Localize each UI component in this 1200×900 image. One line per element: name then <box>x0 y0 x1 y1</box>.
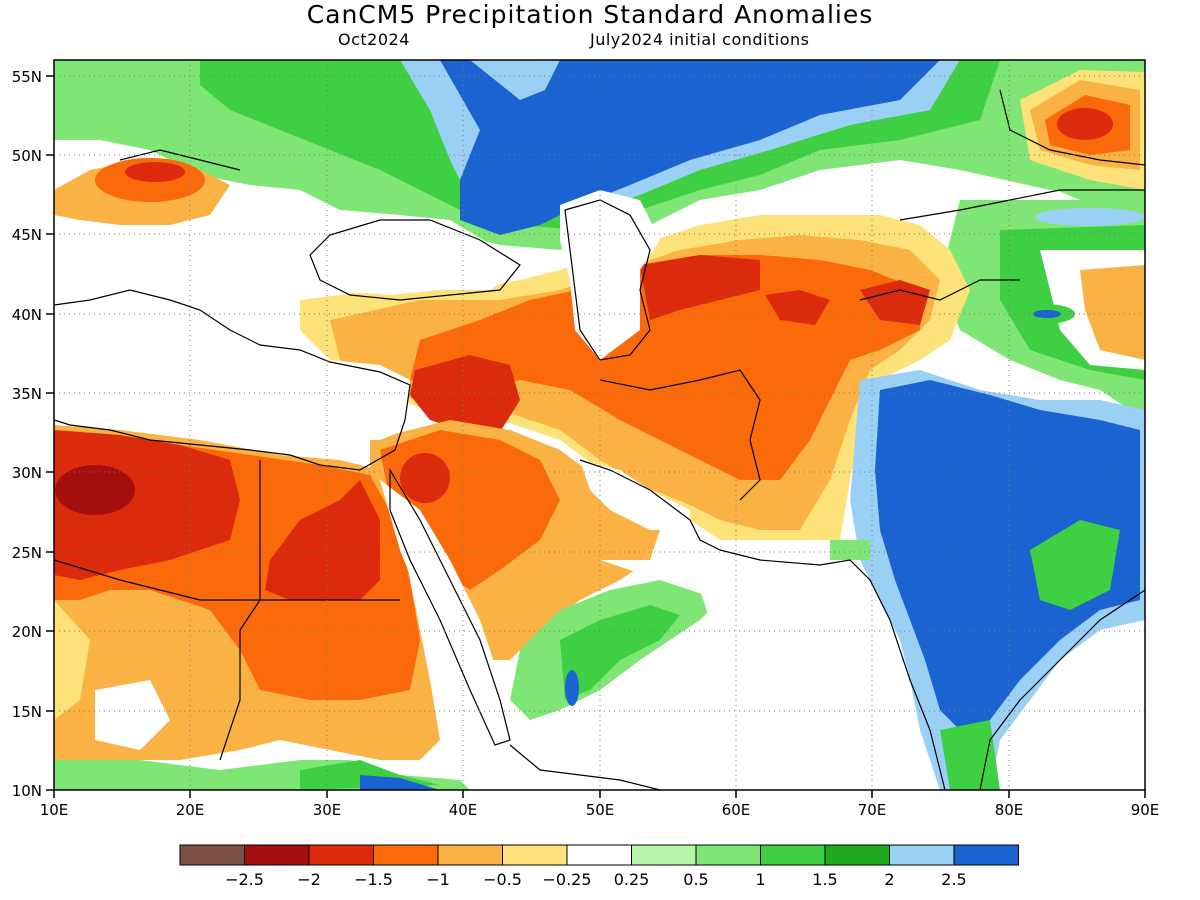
grid-lines <box>54 60 1145 790</box>
colorbar-swatch <box>695 844 761 866</box>
initial-conditions: July2024 initial conditions <box>590 30 810 49</box>
lon-label: 90E <box>1131 801 1160 819</box>
colorbar-swatch <box>437 844 503 866</box>
colorbar-swatch <box>244 844 310 866</box>
coastlines <box>54 89 1145 790</box>
colorbar-swatch <box>953 844 1019 866</box>
colorbar-swatch <box>824 844 890 866</box>
colorbar-label: 0.25 <box>614 870 650 889</box>
colorbar-label: 1.5 <box>812 870 837 889</box>
colorbar-label: −0.5 <box>483 870 522 889</box>
lat-label: 55N <box>12 68 42 86</box>
colorbar-label: 2.5 <box>941 870 966 889</box>
lon-label: 60E <box>722 801 751 819</box>
colorbar-label: 0.5 <box>683 870 708 889</box>
lon-label: 70E <box>858 801 887 819</box>
colorbar-swatch <box>631 844 697 866</box>
colorbar-swatch <box>566 844 632 866</box>
colorbar-swatch <box>373 844 439 866</box>
colorbar: −2.5 −2 −1.5 −1 −0.5 −0.25 0.25 0.5 1 1.5 2 2.5 <box>179 844 1019 889</box>
forecast-month: Oct2024 <box>338 30 410 49</box>
lon-label: 30E <box>313 801 342 819</box>
colorbar-label: −2 <box>297 870 321 889</box>
lon-label: 20E <box>176 801 205 819</box>
anomaly-field <box>54 60 1145 790</box>
colorbar-label: −1.5 <box>354 870 393 889</box>
lon-label: 50E <box>586 801 615 819</box>
lat-label: 25N <box>12 544 42 562</box>
lon-labels: 10E 20E 30E 40E 50E 60E 70E 80E 90E <box>40 801 1160 819</box>
colorbar-label: −0.25 <box>542 870 591 889</box>
lat-label: 10N <box>12 782 42 800</box>
colorbar-swatch <box>889 844 955 866</box>
colorbar-label: −1 <box>426 870 450 889</box>
lon-label: 40E <box>449 801 478 819</box>
lat-label: 15N <box>12 703 42 721</box>
lon-label: 10E <box>40 801 69 819</box>
lat-labels: 10N 15N 20N 25N 30N 35N 40N 45N 50N 55N <box>12 68 42 800</box>
colorbar-swatch <box>308 844 374 866</box>
lat-label: 50N <box>12 147 42 165</box>
colorbar-label: −2.5 <box>225 870 264 889</box>
lat-label: 35N <box>12 385 42 403</box>
lat-label: 20N <box>12 623 42 641</box>
colorbar-swatch <box>179 844 245 866</box>
colorbar-label: 1 <box>755 870 765 889</box>
lat-label: 40N <box>12 306 42 324</box>
lat-label: 30N <box>12 464 42 482</box>
lon-label: 80E <box>995 801 1024 819</box>
chart-title: CanCM5 Precipitation Standard Anomalies <box>306 0 874 29</box>
colorbar-swatch <box>502 844 568 866</box>
lat-label: 45N <box>12 226 42 244</box>
colorbar-swatch <box>760 844 826 866</box>
colorbar-label: 2 <box>884 870 894 889</box>
axis-ticks <box>46 75 1146 798</box>
